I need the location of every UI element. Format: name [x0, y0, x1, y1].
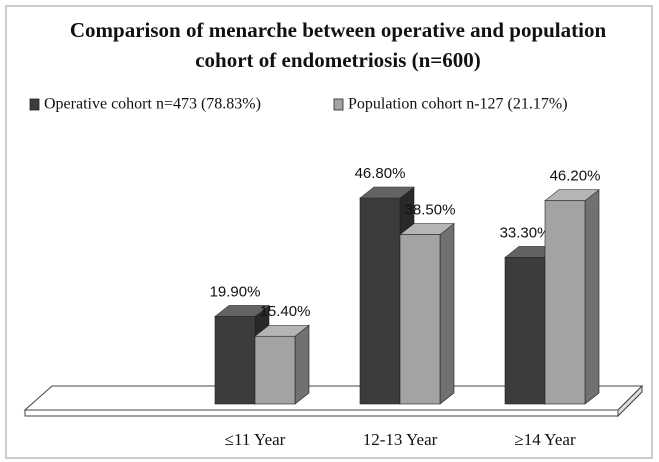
chart-title: Comparison of menarche between operative… — [70, 18, 607, 42]
x-tick-label: ≤11 Year — [225, 430, 286, 449]
bar — [254, 335, 296, 405]
x-tick-label: ≥14 Year — [514, 430, 576, 449]
bar — [399, 234, 441, 405]
bar-side-shade — [295, 325, 309, 404]
floor-side — [617, 384, 643, 418]
legend-swatch — [333, 98, 344, 111]
bar-side-shade — [585, 189, 599, 404]
bar — [359, 197, 401, 405]
legend-label: Population cohort n-127 (21.17%) — [348, 96, 568, 113]
chart-title: cohort of endometriosis (n=600) — [195, 48, 481, 72]
x-tick-label: 12-13 Year — [363, 430, 438, 449]
bar-top-shade — [255, 325, 309, 337]
data-label: 46.80% — [355, 165, 406, 182]
floor-front — [24, 409, 619, 417]
bar-top-shade — [545, 189, 599, 201]
bar-side-shade — [440, 223, 454, 404]
legend-label: Operative cohort n=473 (78.83%) — [44, 96, 261, 113]
data-label: 38.50% — [405, 202, 456, 219]
data-label: 15.40% — [260, 303, 311, 320]
bar — [214, 316, 256, 405]
data-label: 33.30% — [500, 224, 551, 241]
data-label: 19.90% — [210, 283, 261, 300]
bar-top-shade — [360, 187, 414, 199]
data-label: 46.20% — [550, 168, 601, 185]
bar — [544, 200, 586, 405]
bar-top-shade — [400, 223, 454, 235]
bar — [504, 257, 546, 405]
legend-swatch — [29, 98, 40, 111]
bar-top-shade — [215, 305, 269, 317]
